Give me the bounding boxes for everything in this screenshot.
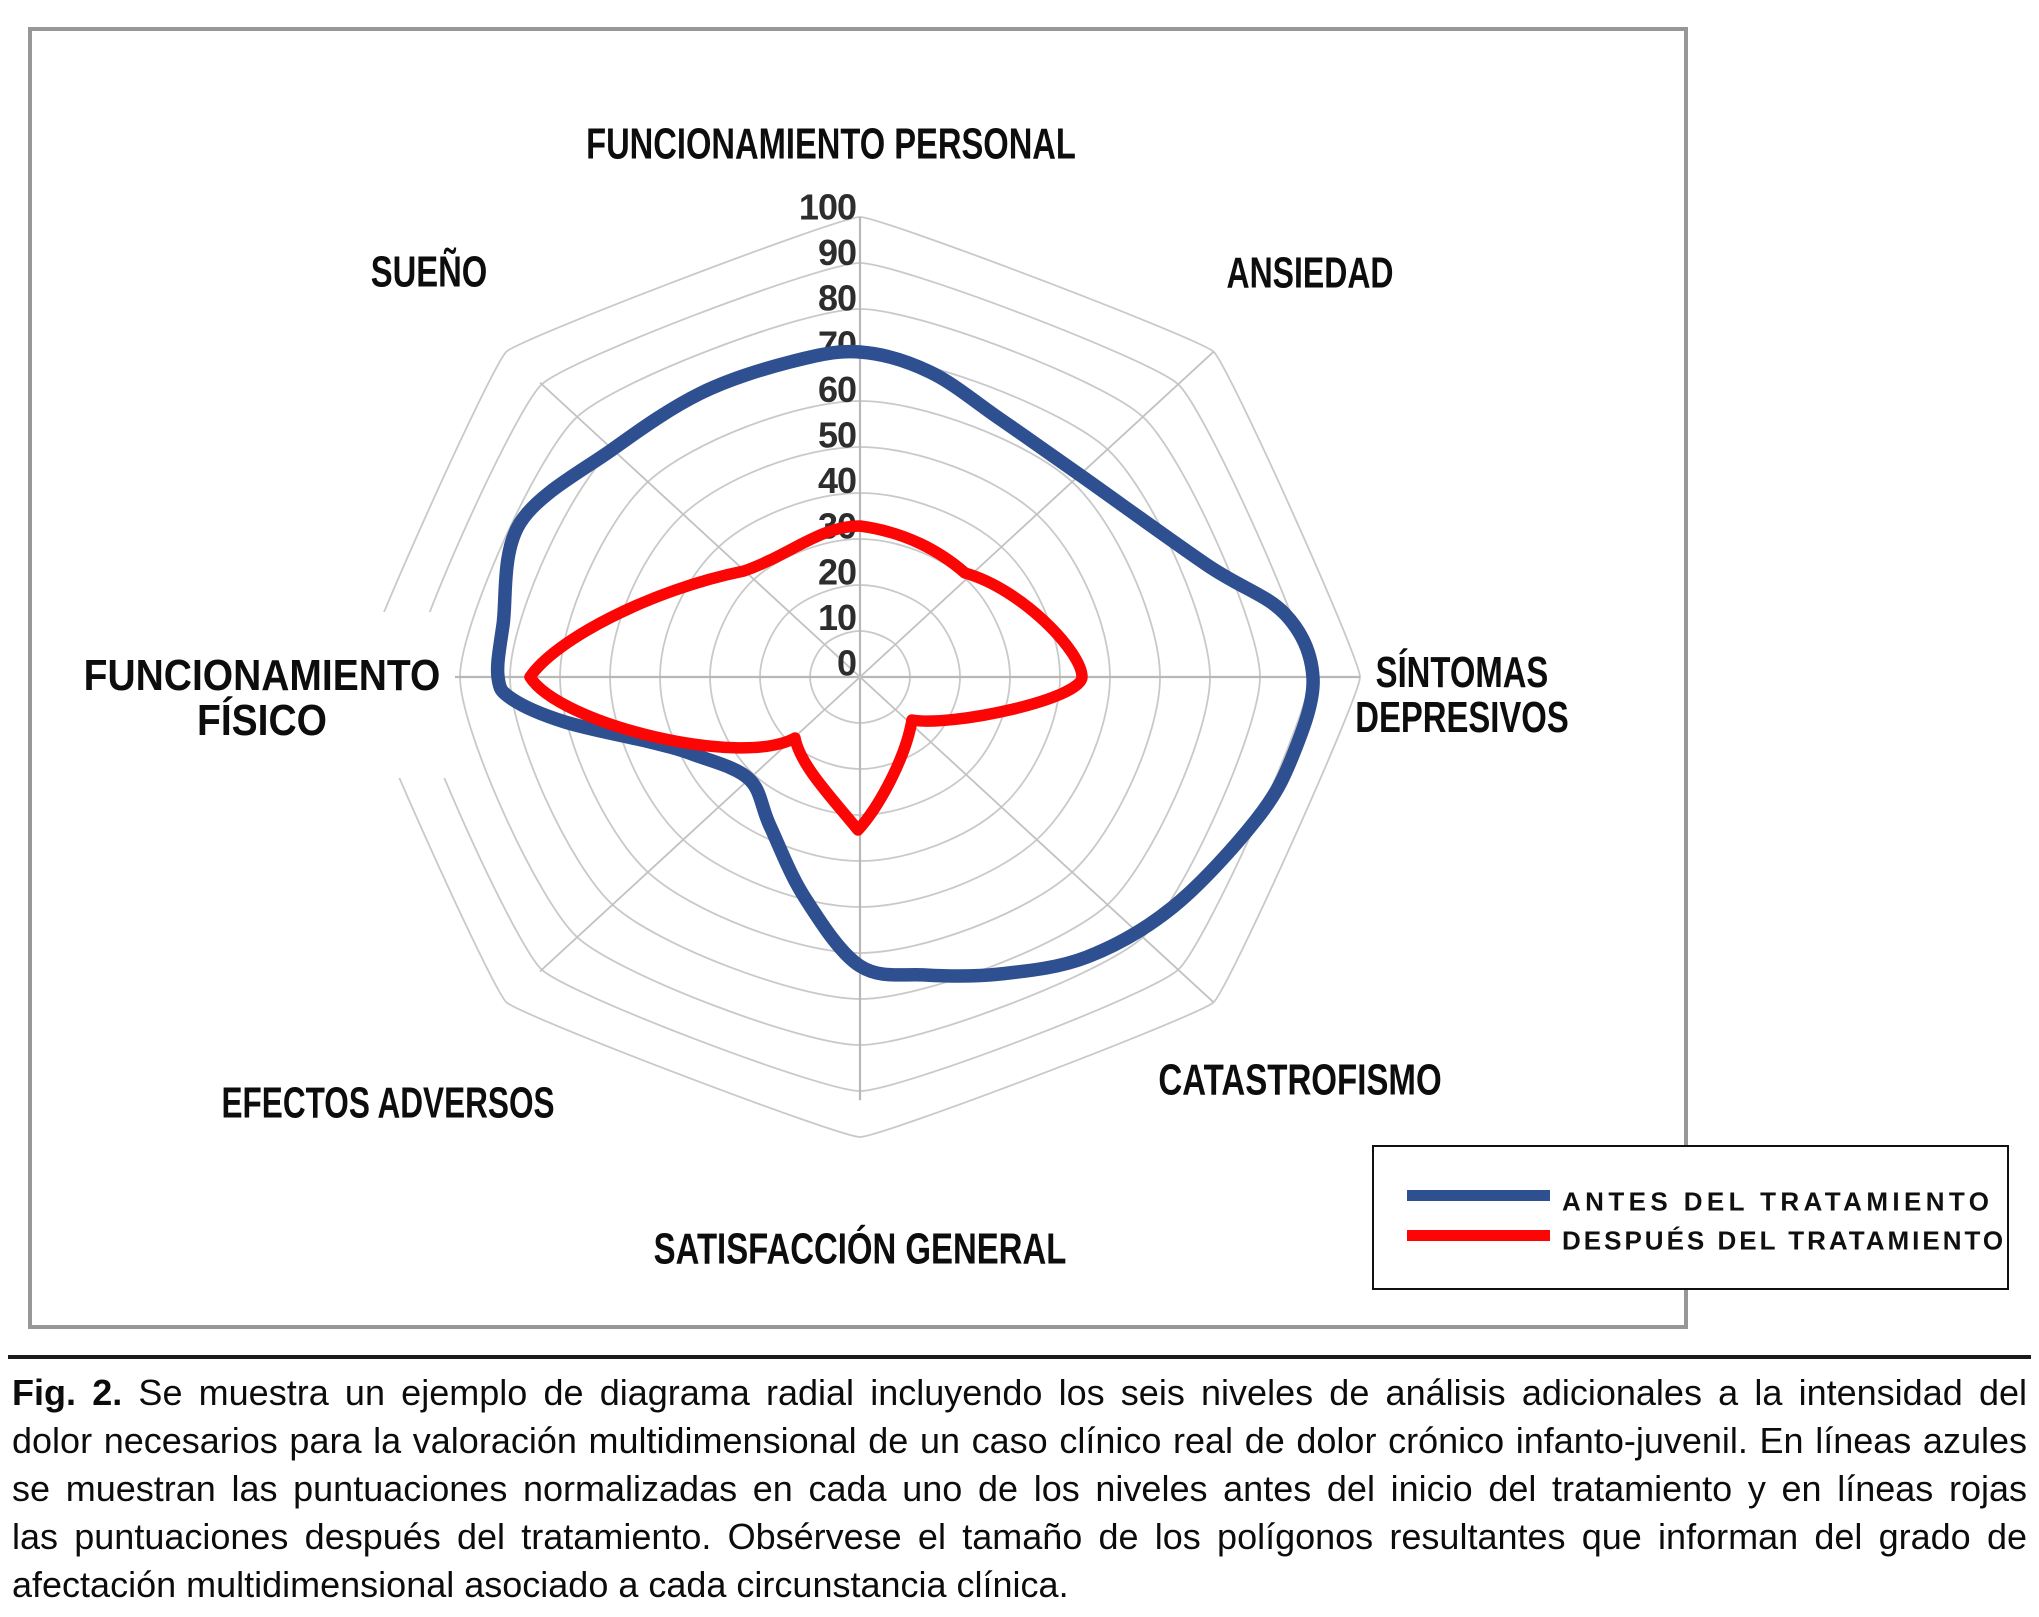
svg-text:20: 20 — [818, 551, 856, 592]
svg-text:60: 60 — [818, 369, 856, 410]
svg-text:80: 80 — [818, 278, 856, 319]
svg-text:0: 0 — [837, 643, 856, 684]
svg-text:40: 40 — [818, 460, 856, 501]
svg-text:50: 50 — [818, 415, 856, 456]
svg-text:100: 100 — [799, 187, 856, 228]
svg-text:90: 90 — [818, 232, 856, 273]
svg-text:10: 10 — [818, 597, 856, 638]
